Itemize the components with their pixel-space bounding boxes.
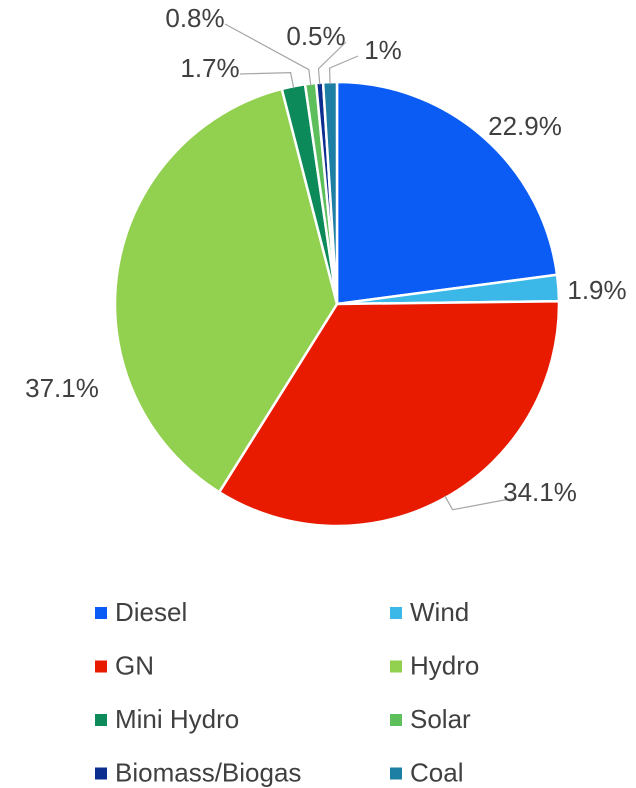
legend-swatch <box>390 767 402 780</box>
data-label: 0.5% <box>286 21 345 51</box>
leader-line <box>444 495 516 511</box>
data-label: 1.7% <box>180 53 239 83</box>
legend-swatch <box>95 714 107 726</box>
pie-slice <box>335 80 559 306</box>
data-label: 37.1% <box>25 373 99 403</box>
legend-label: Hydro <box>410 650 479 680</box>
data-label: 34.1% <box>503 477 577 507</box>
leader-line <box>239 71 295 89</box>
data-label: 1.9% <box>567 275 626 305</box>
data-label: 0.8% <box>165 3 224 33</box>
leader-line <box>317 41 347 85</box>
legend-label: Wind <box>410 597 469 627</box>
legend-swatch <box>390 660 402 673</box>
legend-label: Mini Hydro <box>115 704 239 734</box>
legend-swatch <box>95 767 107 780</box>
pie-slice <box>113 87 339 494</box>
legend-swatch <box>390 607 402 619</box>
legend-label: GN <box>115 650 154 680</box>
leader-line <box>224 23 312 86</box>
legend-swatch <box>95 607 107 619</box>
legend-swatch <box>390 714 402 726</box>
data-label: 22.9% <box>488 111 562 141</box>
legend-swatch <box>95 660 107 673</box>
data-label: 1% <box>364 35 402 65</box>
legend-label: Diesel <box>115 597 187 627</box>
legend-label: Coal <box>410 757 463 787</box>
legend-label: Solar <box>410 704 471 734</box>
legend-label: Biomass/Biogas <box>115 757 301 787</box>
leader-line <box>328 55 359 85</box>
